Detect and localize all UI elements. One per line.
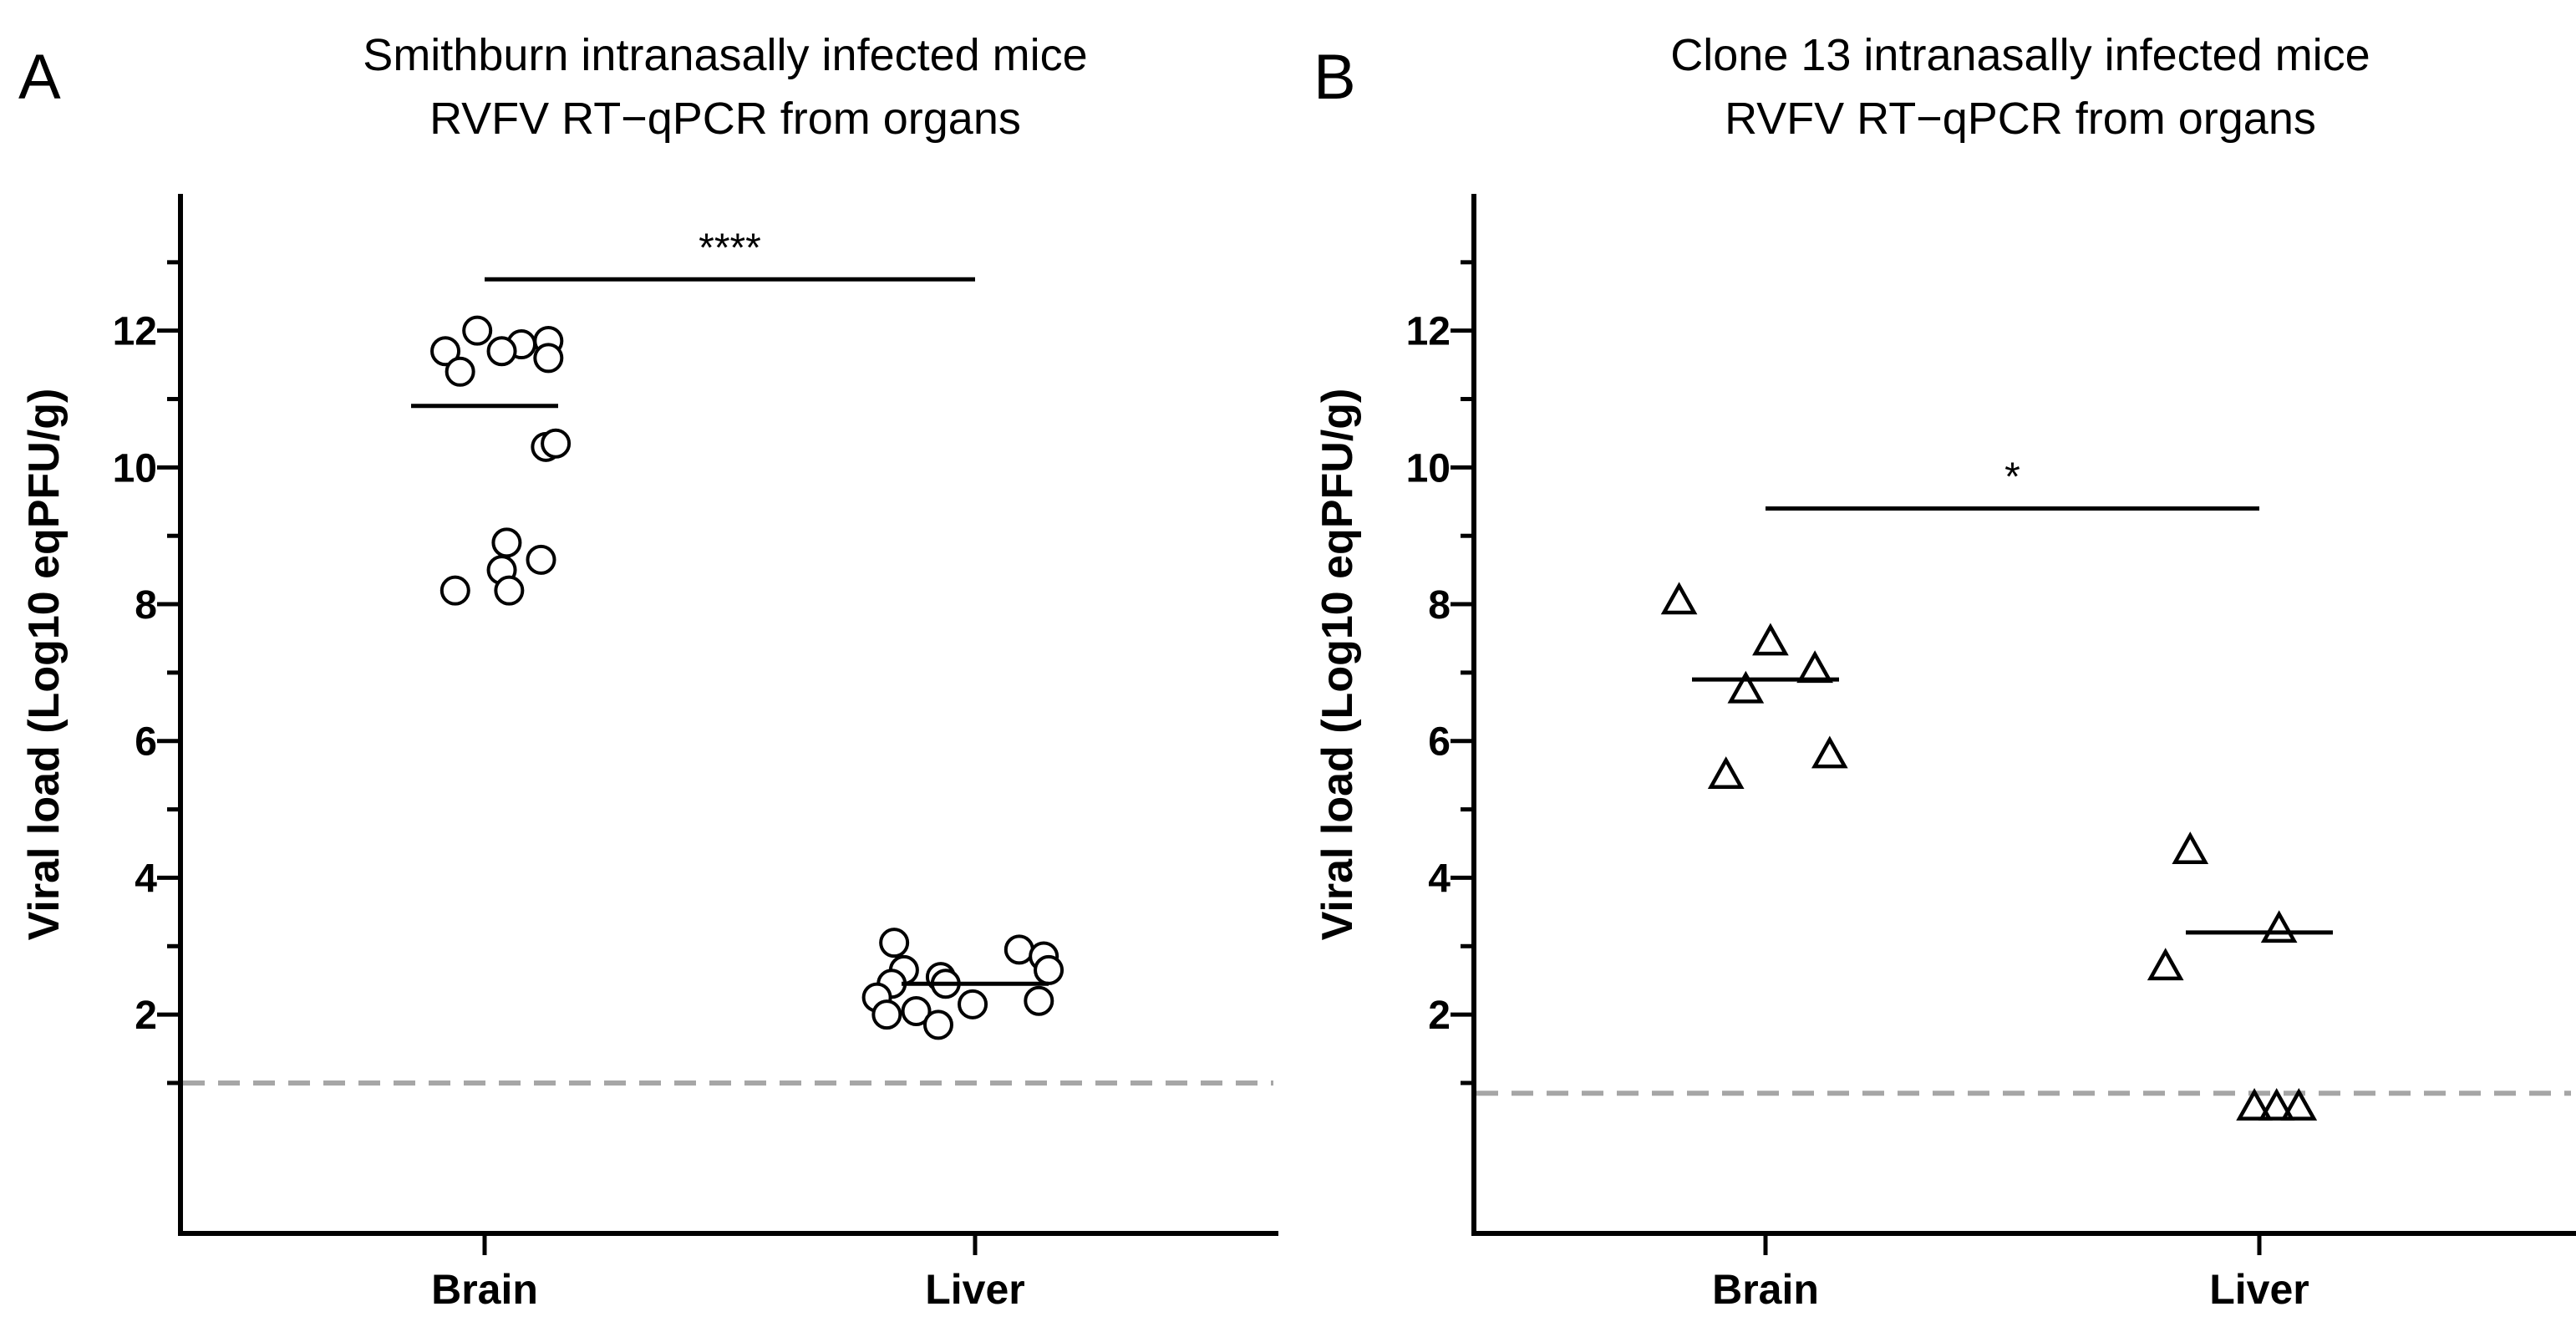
- data-point: [494, 575, 525, 606]
- x-tick-label-brain: Brain: [1712, 1266, 1819, 1313]
- panel-letter: A: [18, 42, 61, 113]
- data-point: [533, 343, 564, 374]
- y-tick-label: 2: [135, 994, 157, 1038]
- x-tick-label-liver: Liver: [925, 1266, 1025, 1313]
- y-tick-label: 2: [1428, 994, 1451, 1038]
- y-tick-label: 4: [135, 857, 157, 901]
- data-point: [1660, 582, 1698, 615]
- data-point: [1727, 670, 1765, 704]
- data-point: [430, 336, 461, 367]
- data-point: [2260, 910, 2298, 943]
- data-point: [1752, 623, 1789, 656]
- data-point: [462, 315, 493, 346]
- data-point: [871, 999, 902, 1030]
- y-tick-label: 6: [135, 720, 157, 765]
- panel-b: B Clone 13 intranasally infected mice RV…: [1313, 30, 2576, 1313]
- plot-area: 2 4 6 8 10 12 ****: [113, 194, 1278, 1255]
- data-point: [922, 1009, 953, 1040]
- data-point: [491, 527, 522, 558]
- data-point: [486, 336, 517, 367]
- data-point: [439, 575, 470, 606]
- data-point: [2280, 1087, 2318, 1121]
- y-tick-label: 8: [1428, 583, 1451, 628]
- chart-title-line-1: Clone 13 intranasally infected mice: [1670, 30, 2370, 80]
- significance-label: *: [2004, 455, 2020, 499]
- data-point: [2172, 831, 2209, 864]
- significance-label: ****: [699, 226, 761, 270]
- data-point: [1811, 735, 1848, 769]
- y-tick-label: 6: [1428, 720, 1451, 765]
- data-point: [445, 356, 475, 387]
- x-tick-label-liver: Liver: [2209, 1266, 2309, 1313]
- data-point: [901, 996, 932, 1027]
- y-tick-label: 12: [113, 310, 157, 354]
- data-point: [2258, 1087, 2295, 1121]
- chart-title-line-1: Smithburn intranasally infected mice: [363, 30, 1087, 80]
- panel-a: A Smithburn intranasally infected mice R…: [18, 30, 1278, 1313]
- y-tick-label: 8: [135, 583, 157, 628]
- chart-title-line-2: RVFV RT−qPCR from organs: [1725, 94, 2316, 144]
- data-point: [2147, 948, 2184, 981]
- data-point: [1707, 756, 1745, 789]
- data-point: [1003, 934, 1034, 965]
- y-axis-label: Viral load (Log10 eqPFU/g): [20, 389, 69, 941]
- y-tick-label: 4: [1428, 857, 1451, 901]
- y-tick-label: 12: [1406, 310, 1451, 354]
- data-point: [1024, 985, 1054, 1016]
- y-axis-label: Viral load (Log10 eqPFU/g): [1313, 389, 1362, 941]
- chart-title-line-2: RVFV RT−qPCR from organs: [429, 94, 1021, 144]
- data-point: [1034, 954, 1064, 985]
- data-point: [526, 544, 556, 575]
- panel-letter: B: [1313, 42, 1356, 113]
- data-point: [2236, 1087, 2273, 1121]
- data-point: [1796, 650, 1833, 684]
- x-tick-label-brain: Brain: [431, 1266, 538, 1313]
- data-point: [879, 928, 910, 958]
- y-tick-label: 10: [1406, 446, 1451, 491]
- y-tick-label: 10: [113, 446, 157, 491]
- data-point: [958, 989, 988, 1019]
- data-point: [541, 428, 572, 459]
- plot-area: 2 4 6 8 10 12 *: [1406, 194, 2576, 1255]
